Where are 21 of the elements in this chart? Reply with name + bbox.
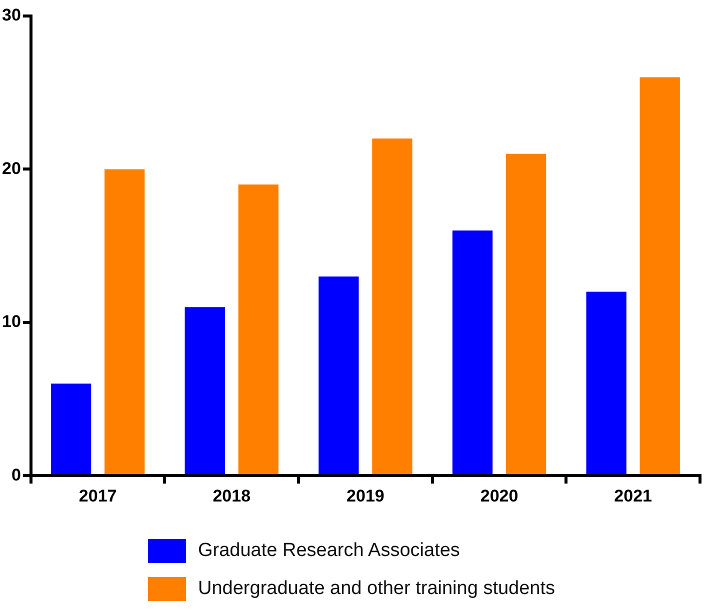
x-tick-label: 2021 [614, 486, 652, 506]
bar [372, 138, 412, 474]
x-tick-label: 2017 [78, 486, 117, 506]
bar [238, 184, 278, 474]
y-tick-label: 0 [11, 465, 21, 484]
bar [104, 169, 145, 474]
y-tick-label: 30 [2, 6, 21, 25]
x-tick-label: 2019 [346, 486, 384, 506]
legend-label: Undergraduate and other training students [198, 578, 556, 600]
legend-label: Graduate Research Associates [198, 540, 460, 562]
bar [318, 276, 359, 474]
y-tick-label: 20 [2, 158, 21, 178]
bar [640, 77, 680, 474]
bar [586, 292, 626, 474]
bar [50, 384, 92, 474]
bar [184, 307, 225, 474]
x-tick-label: 2020 [480, 486, 518, 506]
x-tick-label: 2018 [212, 486, 251, 506]
y-tick-label: 10 [2, 312, 21, 332]
bar [506, 154, 546, 474]
bar [452, 230, 493, 474]
